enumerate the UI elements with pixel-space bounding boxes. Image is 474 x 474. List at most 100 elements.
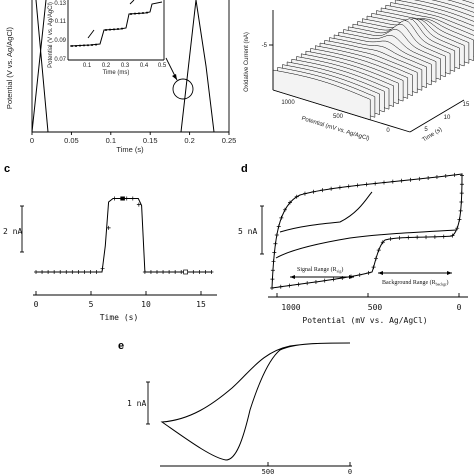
panel-d-marker (366, 270, 371, 275)
panel-d-signal-label: Signal Range (Rsig) (297, 266, 343, 274)
panel-d-background-label: Background Range (Rbackgr) (382, 279, 449, 287)
panel-d-marker (408, 177, 413, 182)
panel-c: c 2 nA 0 5 10 15 Time (s) (3, 163, 217, 322)
panel-c-marker (52, 270, 57, 274)
panel-d-marker (287, 283, 292, 288)
panel-c-marker (82, 270, 87, 274)
inset-connector-right (129, 0, 135, 5)
panel-a-inset: 0.07 0.09 0.11 0.13 0.1 0.2 0.3 0.4 0.5 … (48, 0, 167, 76)
panel-d-marker (457, 217, 462, 222)
panel-d-marker (282, 207, 287, 212)
panel-d-marker (320, 188, 325, 193)
panel-d-marker (346, 184, 351, 189)
panel-a-xtick-3: 0.15 (143, 136, 158, 145)
panel-c-end-marker (183, 269, 188, 275)
inset-xtick-3: 0.4 (140, 63, 149, 69)
panel-a-waveform-left-down (35, 0, 49, 133)
panel-d-marker (322, 278, 327, 283)
panel-c-marker (155, 270, 159, 274)
panel-d-marker (450, 233, 455, 238)
panel-d: d 5 nA 1000 500 0 Potential (mV vs. Ag/A… (238, 163, 468, 325)
panel-a-xtick-4: 0.2 (184, 136, 194, 145)
panel-c-marker (167, 270, 172, 274)
panel-d-marker (371, 265, 376, 270)
inset-markers (71, 11, 148, 47)
inset-x-label: Time (ms) (103, 70, 130, 76)
panel-d-cv-outer (271, 173, 463, 289)
panel-c-marker (148, 270, 153, 274)
panel-d-marker (424, 235, 429, 240)
panel-d-marker (399, 178, 404, 183)
panel-c-marker (70, 270, 75, 274)
inset-ytick-0: 0.07 (54, 57, 66, 63)
panel-d-marker (417, 176, 422, 181)
panel-d-marker (274, 233, 279, 238)
panel-d-xtick-2: 0 (457, 303, 462, 312)
panel-b-z-label: Oxidative Current (nA) (244, 32, 250, 92)
panel-d-marker (382, 180, 386, 185)
panel-d-marker (272, 250, 277, 255)
panel-c-marker (161, 270, 166, 274)
panel-d-marker (376, 248, 381, 253)
panel-d-marker (459, 200, 464, 205)
panel-d-marker (302, 191, 307, 196)
panel-e-voltammogram (160, 342, 351, 461)
panel-a-xtick-5: 0.25 (222, 136, 237, 145)
panel-b-ytick-1: 10 (444, 115, 451, 121)
panel-c-marker (203, 270, 208, 274)
panel-c-letter: c (4, 163, 10, 175)
panel-d-marker (313, 279, 318, 284)
panel-b-ytick-2: 15 (463, 102, 470, 108)
panel-b: -5 Oxidative Current (nA) 1000 500 0 Pot… (244, 0, 474, 143)
panel-d-marker (459, 182, 464, 187)
panel-d-marker (406, 235, 411, 240)
panel-d-marker (305, 281, 310, 286)
panel-d-x-label: Potential (mV vs. Ag/AgCl) (302, 316, 427, 325)
panel-e-xtick-0: 500 (262, 468, 275, 474)
panel-c-marker (124, 196, 129, 201)
panel-a-zoom-arrowhead (172, 74, 177, 80)
panel-d-cv-inner (275, 191, 457, 259)
panel-d-xtick-0: 1000 (281, 303, 300, 312)
panel-d-marker (390, 179, 395, 184)
panel-d-marker (426, 175, 431, 180)
panel-a-xtick-2: 0.1 (106, 136, 116, 145)
panel-d-marker (270, 286, 274, 290)
panel-a-waveform-left (31, 0, 47, 133)
panel-d-marker (273, 241, 278, 246)
panel-c-marker (112, 196, 117, 201)
panel-c-scale-label: 2 nA (3, 227, 22, 236)
panel-d-marker (276, 224, 281, 229)
panel-c-x-ticks (35, 291, 202, 295)
panel-d-marker (278, 284, 283, 289)
panel-b-trace (272, 69, 371, 121)
panel-d-background-range: Background Range (Rbackgr) (378, 271, 452, 287)
panel-c-marker (179, 270, 184, 274)
inset-y-label: Potential (V vs. Ag/AgCl) (48, 2, 54, 68)
panel-a-x-label: Time (s) (116, 145, 144, 154)
panel-a-xtick-0: 0 (30, 136, 34, 145)
panel-d-marker (458, 208, 463, 213)
inset-xtick-1: 0.2 (102, 63, 111, 69)
panel-c-x-label: Time (s) (100, 313, 139, 322)
panel-d-marker (337, 185, 342, 190)
panel-d-marker (432, 234, 437, 239)
panel-d-marker (441, 234, 446, 239)
panel-d-marker (294, 194, 299, 199)
panel-d-marker (373, 181, 378, 186)
panel-d-marker (296, 282, 301, 287)
panel-b-ytick-0: 5 (424, 127, 428, 133)
panel-d-marker (271, 259, 276, 264)
panel-c-marker (191, 270, 196, 274)
panel-c-marker (173, 270, 178, 274)
panel-b-front-edge (272, 89, 411, 133)
panel-e-scale-label: 1 nA (127, 399, 146, 408)
panel-d-marker (415, 235, 420, 240)
panel-d-marker (388, 236, 393, 241)
panel-d-marker (434, 175, 439, 179)
panel-d-signal-range: Signal Range (Rsig) (290, 266, 354, 279)
panel-d-marker (279, 215, 284, 220)
panel-d-marker (329, 186, 334, 191)
panel-e: e 1 nA 500 0 (118, 340, 352, 474)
